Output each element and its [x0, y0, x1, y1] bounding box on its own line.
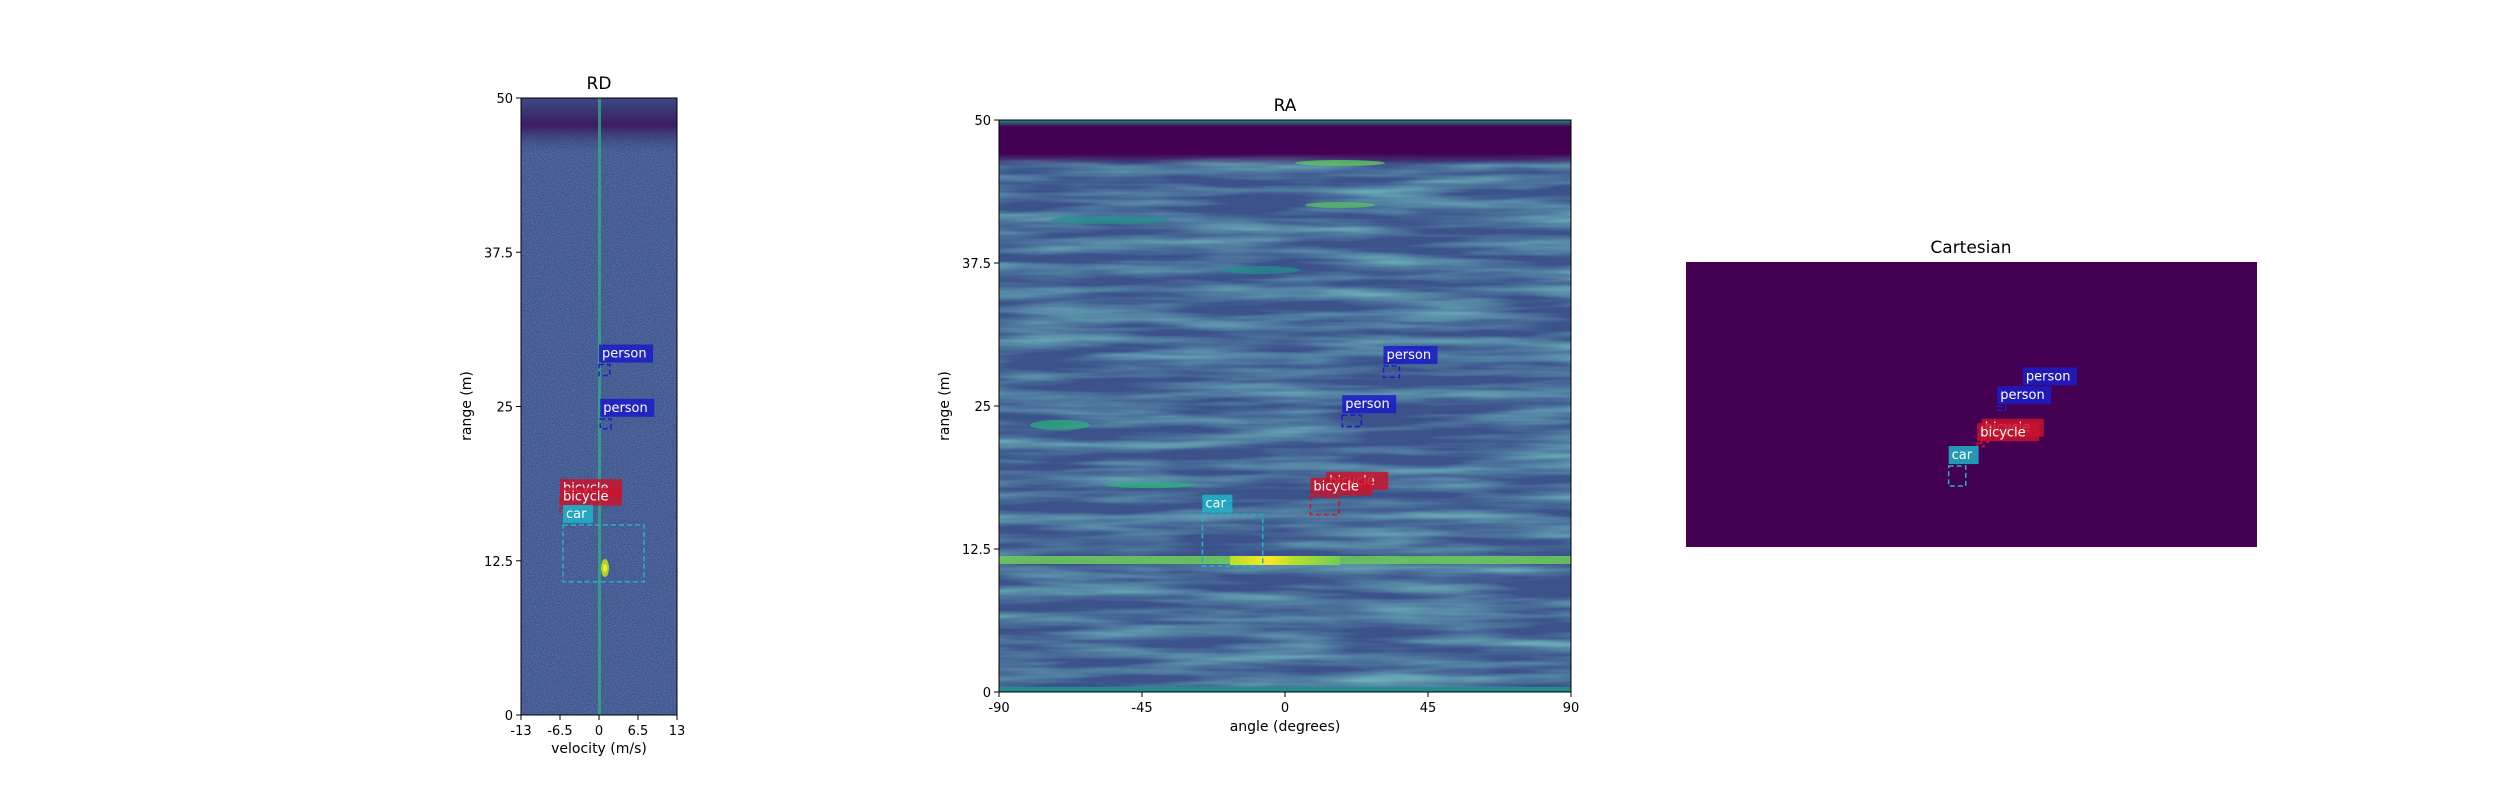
person-detection-box — [1382, 365, 1401, 379]
y-tick-label: 37.5 — [484, 246, 513, 261]
rd-title: RD — [587, 74, 612, 94]
person-detection-box — [599, 418, 612, 430]
x-tick-label: 6.5 — [628, 724, 649, 739]
person-label-background — [1342, 395, 1397, 414]
cartesian-title: Cartesian — [1930, 238, 2011, 258]
x-tick-label: -90 — [988, 701, 1009, 716]
x-tick-label: -45 — [1131, 701, 1152, 716]
ra-axes: -90 -45 0 45 90 0 12.5 25 37.5 50 — [962, 114, 1579, 716]
x-tick-label: -13 — [510, 724, 531, 739]
y-tick-label: 12.5 — [484, 555, 513, 570]
cartesian-detections: personpersonbicyclebicyclecar — [1947, 367, 2077, 487]
x-tick-label: -6.5 — [547, 724, 572, 739]
bicycle-detection-box — [1309, 496, 1340, 516]
person-label-background — [2022, 367, 2077, 386]
cartesian-heatmap — [1686, 262, 2257, 547]
x-tick-label: 0 — [595, 724, 603, 739]
x-tick-label: 45 — [1420, 701, 1437, 716]
ra-heatmap — [999, 120, 1571, 692]
person-detection-label: person — [603, 401, 648, 416]
x-tick-label: 90 — [1563, 701, 1580, 716]
rd-panel: RD -13 -6.5 0 6.5 13 0 12.5 25 37.5 50 person pers… — [459, 74, 685, 757]
car-label-background — [563, 504, 593, 523]
y-tick-label: 50 — [496, 92, 513, 107]
person-detection-label: person — [2000, 388, 2045, 403]
y-tick-label: 25 — [496, 401, 513, 416]
person-detection-label: person — [2026, 369, 2071, 384]
car-detection-box — [1947, 465, 1967, 487]
bicycle-detection-box — [1976, 442, 1985, 448]
person-detection-label: person — [1387, 348, 1432, 363]
y-tick-label: 0 — [505, 709, 513, 724]
bicycle-detection-box — [559, 506, 565, 515]
bicycle-detection-label: bicycle — [1313, 480, 1358, 495]
person-label-background — [600, 398, 655, 417]
y-tick-label: 50 — [974, 114, 991, 129]
bicycle-label-background — [1977, 423, 2040, 442]
ra-title: RA — [1274, 96, 1297, 116]
ra-xlabel: angle (degrees) — [1230, 719, 1341, 735]
car-detection-label: car — [1205, 497, 1226, 512]
person-detection-box — [1341, 414, 1363, 428]
car-label-background — [1202, 494, 1233, 513]
car-detection-box — [562, 524, 645, 583]
y-tick-label: 37.5 — [962, 257, 991, 272]
bicycle-label-background — [560, 487, 622, 506]
person-detection-box — [598, 363, 611, 377]
rd-ylabel: range (m) — [459, 371, 475, 441]
bicycle-detection-label: bicycle — [563, 490, 608, 505]
rd-detections: personpersonbicyclebicyclecar — [559, 344, 655, 583]
car-detection-label: car — [1952, 448, 1973, 463]
car-label-background — [1948, 446, 1979, 465]
person-label-background — [1383, 345, 1438, 364]
person-detection-label: person — [1345, 397, 1390, 412]
person-detection-box — [1996, 405, 2007, 411]
x-tick-label: 13 — [669, 724, 686, 739]
ra-detections: personpersonbicyclebicyclecar — [1201, 345, 1438, 567]
bicycle-label-background — [1310, 477, 1373, 496]
person-label-background — [599, 344, 653, 363]
rd-xlabel: velocity (m/s) — [551, 741, 647, 757]
person-detection-label: person — [602, 347, 647, 362]
bicycle-detection-label: bicycle — [1980, 425, 2025, 440]
rd-axes: -13 -6.5 0 6.5 13 0 12.5 25 37.5 50 — [484, 92, 685, 739]
ra-panel: RA -90 -45 0 45 90 0 12.5 25 37.5 50 person person… — [937, 96, 1579, 735]
person-label-background — [1997, 386, 2052, 405]
y-tick-label: 12.5 — [962, 543, 991, 558]
ra-ylabel: range (m) — [937, 371, 953, 441]
y-tick-label: 25 — [974, 400, 991, 415]
car-detection-label: car — [566, 507, 587, 522]
y-tick-label: 0 — [983, 686, 991, 701]
cartesian-panel: Cartesian personpersonbicyclebicyclecar — [1686, 238, 2257, 547]
x-tick-label: 0 — [1281, 701, 1289, 716]
